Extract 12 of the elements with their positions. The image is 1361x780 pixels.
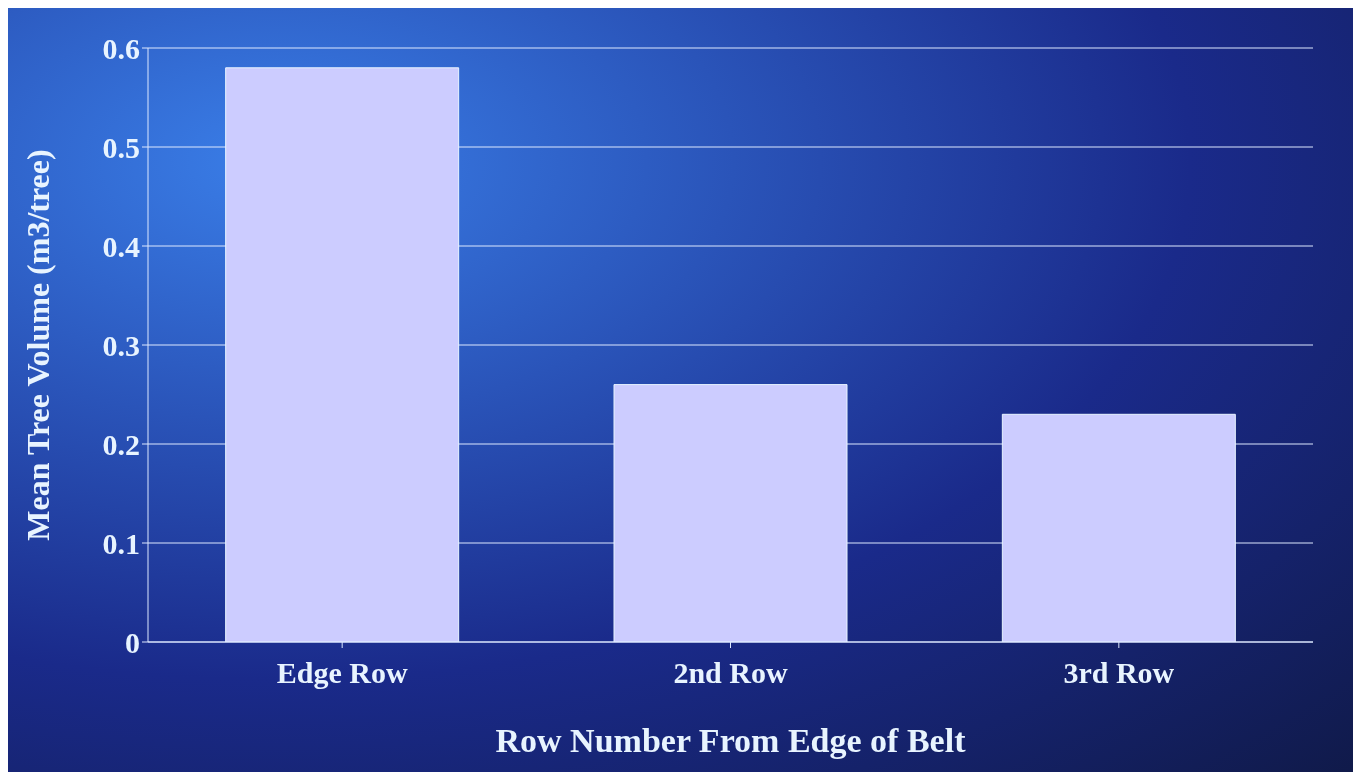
- x-axis-title: Row Number From Edge of Belt: [495, 722, 967, 759]
- y-tick-label: 0.2: [102, 427, 140, 461]
- x-tick-label: Edge Row: [276, 656, 408, 690]
- y-tick-label: 0.4: [102, 229, 140, 263]
- x-tick-label: 3rd Row: [1063, 656, 1175, 690]
- y-axis-title: Mean Tree Volume (m3/tree): [20, 149, 57, 541]
- y-tick-label: 0.5: [102, 130, 140, 164]
- y-tick-label: 0.1: [102, 526, 140, 560]
- y-tick-label: 0: [125, 625, 140, 659]
- x-tick-label: 2nd Row: [673, 656, 788, 690]
- y-tick-label: 0.6: [102, 31, 140, 65]
- y-tick-label: 0.3: [102, 328, 140, 362]
